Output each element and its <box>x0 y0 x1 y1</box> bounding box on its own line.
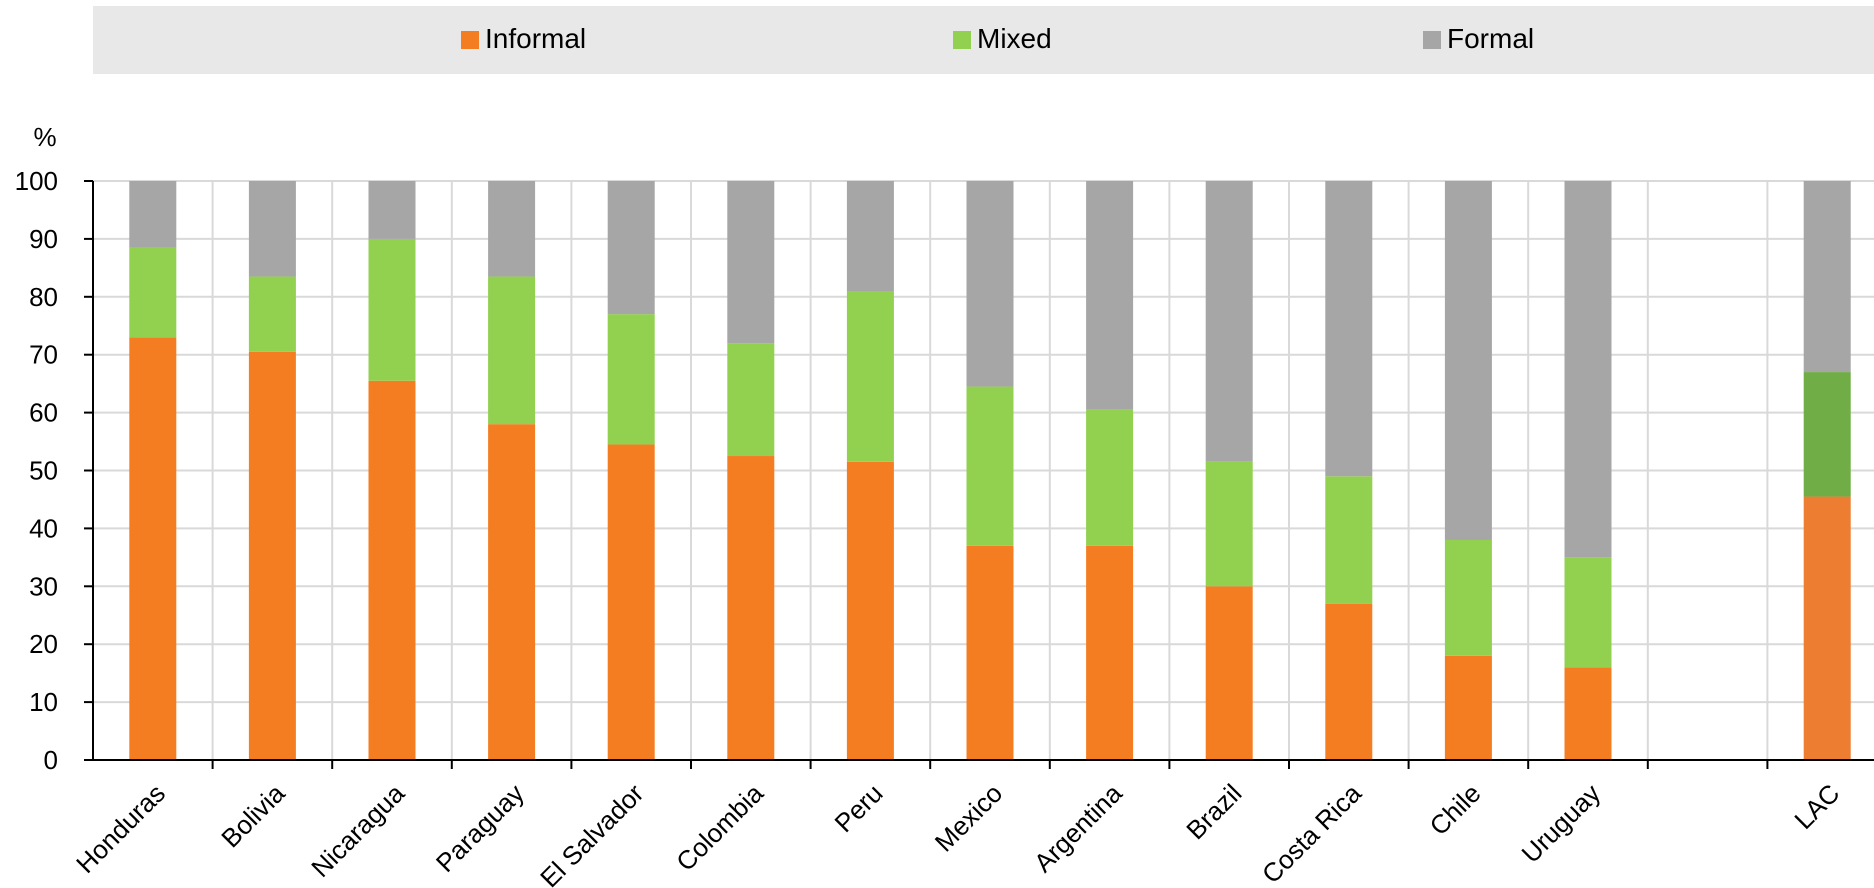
x-tick-label-uruguay: Uruguay <box>1516 778 1607 869</box>
bar-formal-colombia <box>727 181 775 344</box>
legend-label-informal: Informal <box>485 23 586 54</box>
bar-formal-nicaragua <box>368 181 416 239</box>
y-tick-label: 10 <box>29 687 58 717</box>
bar-stack-peru <box>846 181 894 760</box>
y-axis-label: % <box>33 122 56 152</box>
bar-mixed-nicaragua <box>368 238 416 381</box>
bar-stack-mexico <box>966 181 1014 760</box>
y-tick-label: 50 <box>29 456 58 486</box>
y-tick-labels: 0 10 20 30 40 50 60 70 80 90 100 <box>15 166 58 775</box>
y-tick-label: 40 <box>29 513 58 543</box>
bar-mixed-peru <box>846 291 894 462</box>
y-tick-label: 60 <box>29 398 58 428</box>
bar-stack-lac <box>1803 181 1851 760</box>
bar-informal-bolivia <box>248 351 296 760</box>
y-tick-label: 20 <box>29 629 58 659</box>
x-tick-label-peru: Peru <box>829 778 889 838</box>
bar-mixed-mexico <box>966 386 1014 546</box>
axes <box>84 180 1874 769</box>
bar-informal-brazil <box>1205 586 1253 760</box>
bar-mixed-bolivia <box>248 276 296 352</box>
legend-box <box>93 6 1874 74</box>
y-tick-label: 0 <box>44 745 58 775</box>
bar-mixed-chile <box>1444 539 1492 656</box>
legend: Informal Mixed Formal <box>461 23 1534 54</box>
bar-stack-brazil <box>1205 181 1253 760</box>
bar-mixed-brazil <box>1205 461 1253 587</box>
bar-stack-argentina <box>1086 181 1134 760</box>
legend-swatch-informal <box>461 31 479 49</box>
bar-informal-mexico <box>966 545 1014 760</box>
legend-swatch-formal <box>1423 31 1441 49</box>
bar-stack-honduras <box>129 181 177 760</box>
bar-informal-chile <box>1444 655 1492 760</box>
bar-informal-colombia <box>727 456 775 760</box>
x-tick-label-honduras: Honduras <box>70 778 171 879</box>
x-tick-label-paraguay: Paraguay <box>430 778 530 878</box>
x-tick-label-colombia: Colombia <box>670 778 769 877</box>
bar-formal-argentina <box>1086 181 1134 410</box>
bar-formal-bolivia <box>248 181 296 277</box>
legend-swatch-mixed <box>953 31 971 49</box>
bar-mixed-costa-rica <box>1325 476 1373 604</box>
bar-stack-costa-rica <box>1325 181 1373 760</box>
x-tick-label-mexico: Mexico <box>929 778 1008 857</box>
bar-informal-el-salvador <box>607 444 655 760</box>
bar-stack-nicaragua <box>368 181 416 760</box>
bar-mixed-honduras <box>129 247 177 338</box>
bar-formal-costa-rica <box>1325 181 1373 477</box>
bar-formal-brazil <box>1205 181 1253 462</box>
bar-informal-uruguay <box>1564 667 1612 760</box>
bar-informal-costa-rica <box>1325 603 1373 760</box>
x-tick-label-lac: LAC <box>1788 778 1845 835</box>
x-tick-label-bolivia: Bolivia <box>215 778 291 854</box>
bar-mixed-paraguay <box>488 276 536 425</box>
bar-formal-honduras <box>129 181 177 248</box>
x-tick-label-argentina: Argentina <box>1028 778 1128 878</box>
bar-mixed-lac <box>1803 372 1851 497</box>
x-tick-label-brazil: Brazil <box>1180 778 1247 845</box>
y-tick-label: 70 <box>29 340 58 370</box>
bar-informal-argentina <box>1086 545 1134 760</box>
bar-formal-uruguay <box>1564 181 1612 558</box>
x-tick-labels: Honduras Bolivia Nicaragua Paraguay El Salva… <box>70 778 1845 888</box>
bar-informal-honduras <box>129 337 177 760</box>
bar-formal-mexico <box>966 181 1014 387</box>
x-tick-label-nicaragua: Nicaragua <box>305 778 410 883</box>
bar-informal-lac <box>1803 496 1851 760</box>
bar-mixed-colombia <box>727 343 775 457</box>
bar-stack-chile <box>1444 181 1492 760</box>
bars <box>129 181 1851 760</box>
bar-stack-paraguay <box>488 181 536 760</box>
bar-formal-peru <box>846 181 894 292</box>
bar-mixed-el-salvador <box>607 314 655 445</box>
y-tick-label: 80 <box>29 282 58 312</box>
bar-informal-paraguay <box>488 424 536 760</box>
y-tick-label: 100 <box>15 166 58 196</box>
legend-label-mixed: Mixed <box>977 23 1052 54</box>
bar-stack-bolivia <box>248 181 296 760</box>
bar-informal-nicaragua <box>368 380 416 760</box>
bar-stack-colombia <box>727 181 775 760</box>
x-tick-label-chile: Chile <box>1424 778 1487 841</box>
bar-informal-peru <box>846 461 894 760</box>
bar-formal-el-salvador <box>607 181 655 315</box>
bar-stack-el-salvador <box>607 181 655 760</box>
bar-stack-uruguay <box>1564 181 1612 760</box>
bar-formal-chile <box>1444 181 1492 540</box>
x-tick-label-costa-rica: Costa Rica <box>1256 778 1368 888</box>
bar-mixed-uruguay <box>1564 557 1612 668</box>
bar-formal-paraguay <box>488 181 536 277</box>
bar-mixed-argentina <box>1086 409 1134 546</box>
y-tick-label: 30 <box>29 571 58 601</box>
legend-label-formal: Formal <box>1447 23 1534 54</box>
y-tick-label: 90 <box>29 224 58 254</box>
x-tick-label-el-salvador: El Salvador <box>534 778 649 888</box>
bar-formal-lac <box>1803 181 1851 373</box>
